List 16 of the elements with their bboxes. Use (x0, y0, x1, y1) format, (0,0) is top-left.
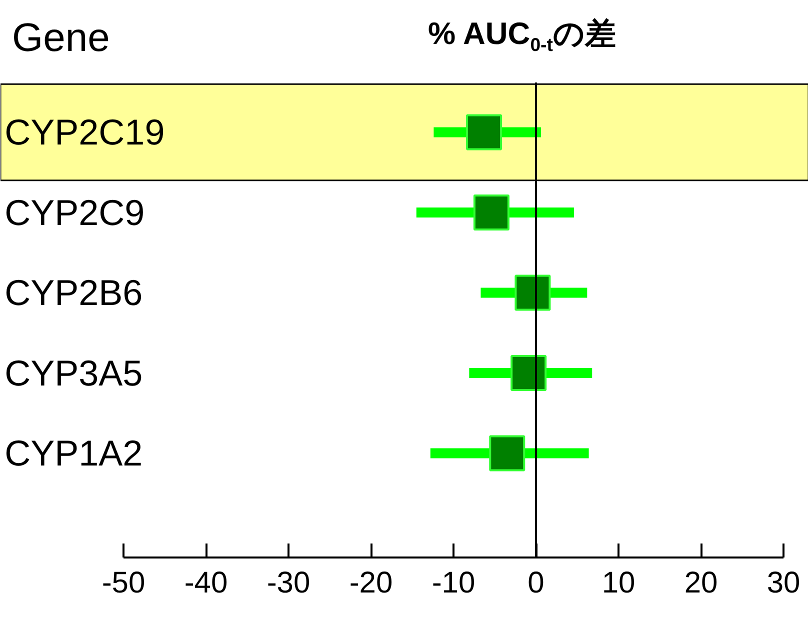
x-tick-label: 10 (602, 566, 636, 600)
x-tick-label: -40 (184, 566, 228, 600)
y-tick-label: CYP1A2 (4, 432, 143, 474)
x-tick-label: -30 (266, 566, 310, 600)
y-tick-label: CYP2C19 (4, 112, 165, 153)
x-tick-label: -10 (432, 566, 476, 600)
x-tick-label: 0 (528, 566, 544, 600)
x-tick-label: 20 (684, 566, 718, 600)
y-axis-title: Gene (12, 15, 110, 62)
y-tick-label: CYP2B6 (4, 272, 143, 314)
y-tick-label: CYP2C9 (4, 192, 145, 233)
y-tick-label: CYP3A5 (4, 352, 143, 394)
x-tick-label: -20 (349, 566, 393, 600)
chart-title: % AUC$_{0-t}$の差 (428, 15, 616, 58)
x-tick-label: 30 (766, 566, 800, 600)
x-tick-label: -50 (102, 566, 146, 600)
